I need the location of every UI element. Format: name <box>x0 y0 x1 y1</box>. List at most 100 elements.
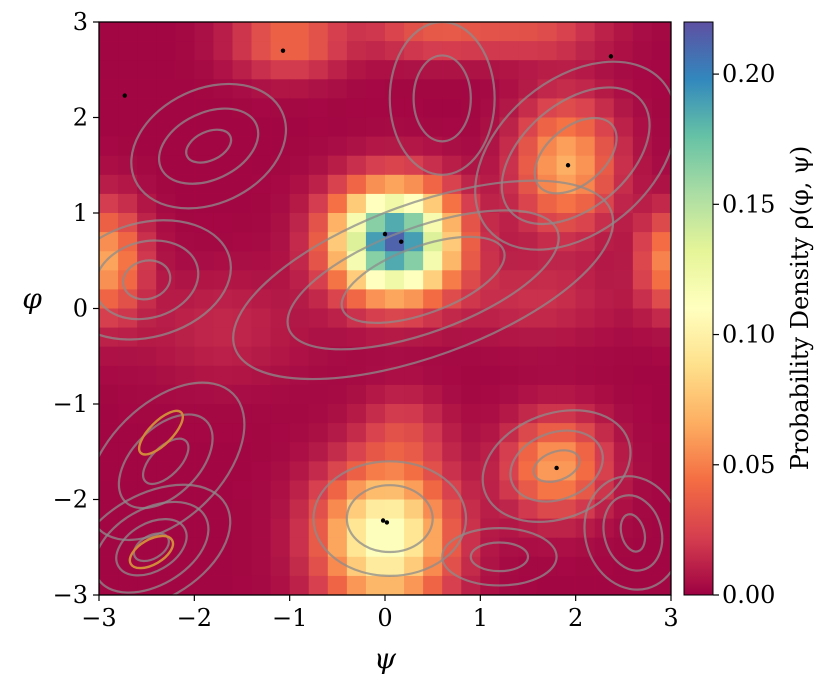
heatmap-cell <box>613 41 634 61</box>
heatmap-cell <box>308 136 329 157</box>
heatmap-cell <box>404 155 424 176</box>
heatmap-cell <box>308 174 329 195</box>
heatmap-cell <box>365 537 386 558</box>
heatmap-cell <box>556 499 577 520</box>
heatmap-cell <box>251 41 272 61</box>
heatmap-cell <box>518 98 539 119</box>
heatmap-cell <box>327 155 348 176</box>
heatmap-cell <box>613 193 634 214</box>
heatmap-cell <box>365 365 386 386</box>
heatmap-cell <box>118 193 138 214</box>
heatmap-cell <box>651 155 671 176</box>
contour-line <box>185 128 233 164</box>
heatmap-cell <box>251 155 272 176</box>
heatmap-cell <box>308 442 329 462</box>
heatmap-cell <box>289 213 310 233</box>
heatmap-cell <box>137 98 157 119</box>
heatmap-cell <box>327 270 348 290</box>
heatmap-cell <box>442 384 462 405</box>
heatmap-cell <box>404 499 424 520</box>
heatmap-cell <box>461 213 481 233</box>
heatmap-cell <box>308 423 329 443</box>
heatmap-cell <box>651 270 671 290</box>
heatmap-cell <box>632 232 653 252</box>
heatmap-cell <box>537 365 558 386</box>
heatmap-cell <box>556 41 577 61</box>
heatmap-cell <box>232 251 253 271</box>
heatmap-cell <box>99 461 119 481</box>
heatmap-cell <box>99 155 119 176</box>
heatmap-cell <box>613 308 634 329</box>
heatmap-cell <box>175 270 195 290</box>
heatmap-cell <box>632 423 653 443</box>
heatmap-cell <box>518 384 539 405</box>
heatmap-cell <box>175 193 195 214</box>
heatmap-cell <box>518 289 539 310</box>
heatmap-cell <box>289 136 310 157</box>
y-tick-label: −2 <box>53 486 88 514</box>
heatmap-cell <box>442 442 462 462</box>
heatmap-cell <box>594 60 615 80</box>
heatmap-cell <box>213 499 234 520</box>
heatmap-cell <box>594 22 615 42</box>
heatmap-cell <box>385 575 405 595</box>
heatmap-cell <box>232 22 253 42</box>
heatmap-cell <box>308 518 329 539</box>
heatmap-cell <box>270 193 291 214</box>
heatmap-cell <box>365 22 386 42</box>
heatmap-cell <box>251 461 272 481</box>
heatmap-cell <box>651 193 671 214</box>
heatmap-cell <box>518 346 539 367</box>
heatmap-cell <box>423 404 443 424</box>
contour-line <box>532 449 581 483</box>
heatmap-cell <box>365 404 386 424</box>
heatmap-cell <box>480 346 500 367</box>
heatmap-cell <box>194 41 214 61</box>
heatmap-cell <box>99 556 119 577</box>
heatmap-cell <box>156 41 176 61</box>
heatmap-cell <box>137 117 157 138</box>
heatmap-cell <box>327 442 348 462</box>
heatmap-cell <box>575 442 596 462</box>
heatmap-cell <box>385 213 405 233</box>
heatmap-cell <box>385 251 405 271</box>
heatmap-cell <box>632 213 653 233</box>
contour-line <box>99 219 232 341</box>
heatmap-cell <box>537 575 558 595</box>
heatmap-cell <box>118 117 138 138</box>
heatmap-cell <box>613 384 634 405</box>
heatmap-cell <box>556 193 577 214</box>
heatmap-cell <box>99 22 119 42</box>
heatmap-cell <box>499 41 520 61</box>
heatmap-cell <box>251 327 272 348</box>
contour-line <box>412 54 472 143</box>
heatmap-cell <box>251 308 272 329</box>
heatmap-cell <box>575 193 596 214</box>
heatmap-cell <box>575 365 596 386</box>
heatmap-cell <box>385 22 405 42</box>
heatmap-cell <box>575 22 596 42</box>
heatmap-cell <box>385 41 405 61</box>
contour-line <box>115 518 188 577</box>
heatmap-cell <box>499 461 520 481</box>
heatmap-cell <box>175 174 195 195</box>
heatmap-cell <box>404 365 424 386</box>
heatmap-cell <box>594 365 615 386</box>
heatmap-cell <box>232 327 253 348</box>
heatmap-cell <box>442 404 462 424</box>
heatmap-cell <box>213 404 234 424</box>
heatmap-cell <box>346 193 367 214</box>
heatmap-cell <box>308 346 329 367</box>
heatmap-cell <box>213 346 234 367</box>
heatmap-cell <box>575 518 596 539</box>
heatmap-cell <box>385 270 405 290</box>
heatmap-cell <box>537 384 558 405</box>
heatmap-cell <box>327 41 348 61</box>
heatmap-cell <box>651 213 671 233</box>
heatmap-cell <box>270 480 291 501</box>
heatmap-cell <box>499 98 520 119</box>
heatmap-cell <box>556 442 577 462</box>
heatmap-cell <box>632 117 653 138</box>
heatmap-cell <box>499 60 520 80</box>
heatmap-cell <box>594 174 615 195</box>
